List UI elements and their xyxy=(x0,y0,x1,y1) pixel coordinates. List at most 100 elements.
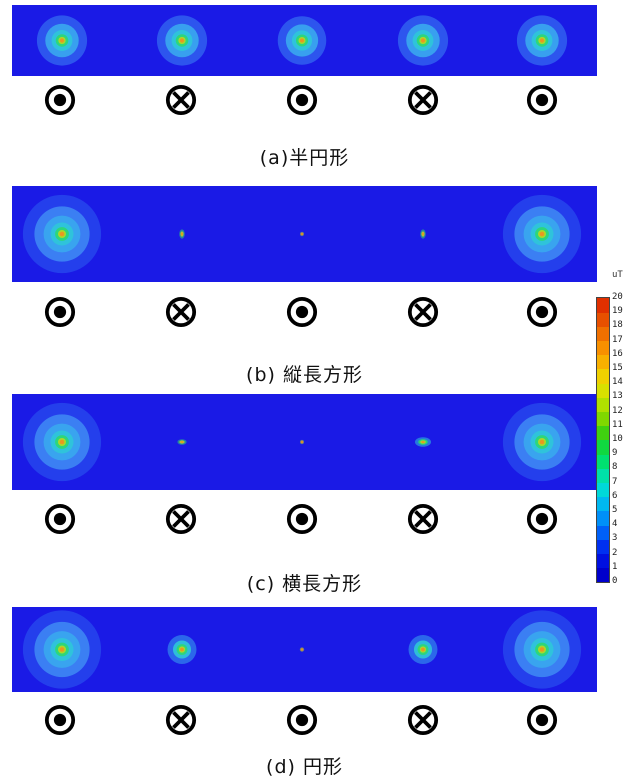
legend-tick-label: 19 xyxy=(612,306,623,317)
field-spot-b-2 xyxy=(179,229,185,239)
legend-tick-label: 18 xyxy=(612,320,623,331)
current-out-icon xyxy=(286,296,318,328)
legend-swatch xyxy=(597,354,609,370)
caption-d: (d) 円形 xyxy=(266,756,343,778)
current-in-icon xyxy=(407,296,439,328)
legend-tick-label: 14 xyxy=(612,377,623,388)
contour-ring xyxy=(59,38,65,43)
legend-tick-label: 4 xyxy=(612,519,618,530)
legend-tick-label: 6 xyxy=(612,490,618,501)
caption-c: (c) 横長方形 xyxy=(246,573,363,595)
current-in-icon xyxy=(165,84,197,116)
field-spot-a-3 xyxy=(277,16,327,65)
contour-ring xyxy=(59,647,65,652)
legend-swatch xyxy=(597,340,609,356)
legend-swatch xyxy=(597,567,609,583)
current-in-icon xyxy=(407,84,439,116)
legend-tick-label: 12 xyxy=(612,405,623,416)
current-out-icon xyxy=(44,503,76,535)
contour-ring xyxy=(181,232,183,236)
legend-swatch xyxy=(597,411,609,427)
legend-tick-label: 0 xyxy=(612,576,618,586)
contour-ring xyxy=(539,647,545,652)
current-out-icon xyxy=(526,503,558,535)
contour-ring xyxy=(539,231,545,237)
current-out-icon xyxy=(286,704,318,736)
contour-ring xyxy=(300,648,304,651)
legend-tick-label: 11 xyxy=(612,419,623,430)
caption-a: (a)半円形 xyxy=(259,147,350,169)
legend-swatch xyxy=(597,525,609,540)
field-spot-c-3 xyxy=(299,439,305,445)
field-map-b xyxy=(12,186,597,282)
legend-swatch xyxy=(597,454,609,469)
legend-swatch xyxy=(597,312,609,327)
field-spot-d-3 xyxy=(299,647,305,652)
legend-swatch xyxy=(597,511,609,526)
current-in-icon xyxy=(407,704,439,736)
field-spot-c-2 xyxy=(177,439,187,445)
contour-ring xyxy=(300,232,304,236)
contour-ring xyxy=(180,647,184,652)
field-spot-b-5 xyxy=(502,194,582,274)
legend-swatch xyxy=(597,369,609,384)
conductor-row-c xyxy=(12,503,597,543)
field-spot-a-5 xyxy=(516,15,568,66)
legend-swatch xyxy=(597,482,609,498)
contour-ring xyxy=(421,647,425,652)
field-spot-a-2 xyxy=(156,15,208,66)
field-spot-b-3 xyxy=(299,231,305,237)
color-scale-bar xyxy=(596,297,610,583)
field-spot-d-5 xyxy=(502,610,582,689)
contour-ring xyxy=(299,38,305,43)
current-in-icon xyxy=(165,296,197,328)
legend-tick-label: 10 xyxy=(612,434,623,444)
legend-tick-label: 15 xyxy=(612,363,623,373)
contour-ring xyxy=(300,440,304,444)
legend-tick-label: 2 xyxy=(612,547,618,558)
legend-swatch xyxy=(597,383,609,398)
legend-swatch xyxy=(597,298,609,313)
contour-ring xyxy=(422,232,424,236)
contour-ring xyxy=(180,441,184,443)
current-out-icon xyxy=(526,84,558,116)
legend-unit: uT xyxy=(612,270,623,280)
field-map-a xyxy=(12,5,597,76)
legend-swatch xyxy=(597,553,609,569)
current-in-icon xyxy=(407,503,439,535)
current-out-icon xyxy=(526,704,558,736)
current-out-icon xyxy=(44,296,76,328)
legend-tick-label: 3 xyxy=(612,533,618,544)
field-map-c xyxy=(12,394,597,490)
legend-tick-label: 17 xyxy=(612,334,623,345)
legend-tick-label: 8 xyxy=(612,462,618,473)
conductor-row-d xyxy=(12,704,597,744)
conductor-row-b xyxy=(12,296,597,336)
field-spot-b-1 xyxy=(22,194,102,274)
field-spot-d-4 xyxy=(408,635,438,664)
contour-ring xyxy=(420,38,426,43)
field-spot-c-5 xyxy=(502,402,582,482)
field-spot-c-4 xyxy=(415,437,431,447)
current-out-icon xyxy=(286,84,318,116)
legend-tick-label: 20 xyxy=(612,292,623,302)
conductor-row-a xyxy=(12,84,597,124)
contour-ring xyxy=(421,441,425,443)
field-spot-b-4 xyxy=(420,229,426,239)
field-spot-d-2 xyxy=(167,635,197,664)
contour-ring xyxy=(539,38,545,43)
current-out-icon xyxy=(286,503,318,535)
legend-tick-label: 1 xyxy=(612,561,618,572)
contour-ring xyxy=(59,231,65,237)
legend-tick-label: 13 xyxy=(612,391,623,402)
field-spot-c-1 xyxy=(22,402,102,482)
legend-swatch xyxy=(597,425,609,441)
contour-ring xyxy=(179,38,185,43)
legend-tick-label: 16 xyxy=(612,348,623,359)
caption-b: (b) 縦長方形 xyxy=(246,364,363,386)
current-out-icon xyxy=(526,296,558,328)
legend-swatch xyxy=(597,397,609,413)
current-out-icon xyxy=(44,84,76,116)
contour-ring xyxy=(539,439,545,445)
current-out-icon xyxy=(44,704,76,736)
